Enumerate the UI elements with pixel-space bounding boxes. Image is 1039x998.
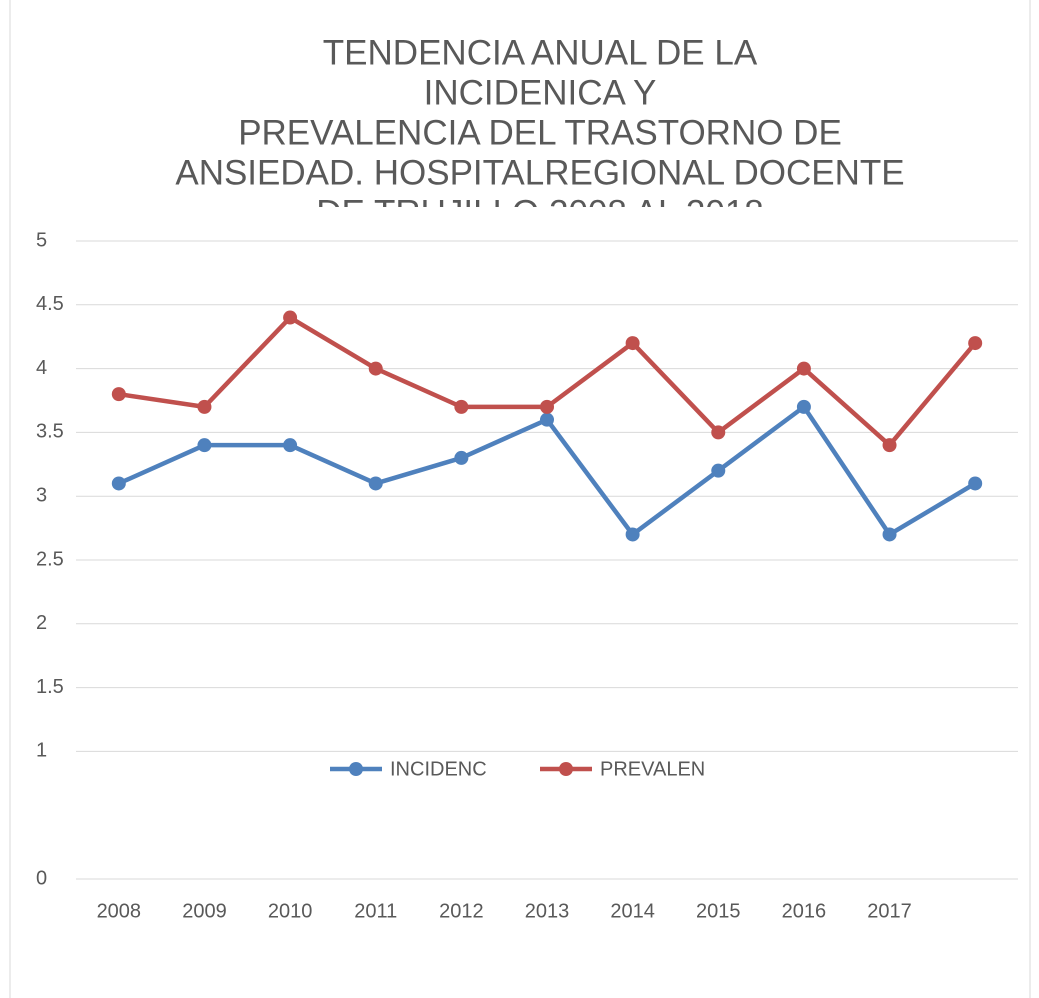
- data-point: [368, 361, 383, 376]
- data-point: [197, 399, 212, 414]
- data-point: [197, 438, 212, 453]
- x-tick-label: 2008: [97, 900, 142, 922]
- x-tick-label: 2009: [182, 900, 227, 922]
- x-tick-label: 2013: [525, 900, 570, 922]
- x-tick-label: 2012: [439, 900, 484, 922]
- data-point: [625, 527, 640, 542]
- legend-label: PREVALEN: [600, 758, 705, 780]
- data-point: [111, 476, 126, 491]
- y-tick-label: 4: [36, 357, 47, 379]
- x-tick-label: 2017: [867, 900, 912, 922]
- data-point: [711, 463, 726, 478]
- data-point: [882, 527, 897, 542]
- y-tick-label: 4.5: [36, 293, 64, 315]
- data-point: [283, 438, 298, 453]
- title-line: INCIDENICA Y: [424, 73, 657, 112]
- data-point: [283, 310, 298, 325]
- title-line: DE TRUJILLO 2008 AL 2018: [316, 193, 764, 232]
- legend-marker: [559, 762, 573, 776]
- legend-marker: [349, 762, 363, 776]
- data-point: [625, 336, 640, 351]
- data-point: [368, 476, 383, 491]
- title-line: PREVALENCIA DEL TRASTORNO DE: [238, 113, 842, 152]
- data-point: [540, 399, 554, 414]
- x-tick-label: 2014: [610, 900, 655, 922]
- y-tick-label: 1.5: [36, 676, 64, 698]
- y-tick-label: 2: [36, 612, 47, 634]
- data-point: [968, 476, 983, 491]
- x-tick-label: 2016: [782, 900, 827, 922]
- y-tick-label: 3.5: [36, 421, 64, 443]
- y-tick-label: 1: [36, 740, 47, 762]
- data-point: [882, 438, 897, 453]
- x-tick-label: 2015: [696, 900, 741, 922]
- data-point: [111, 387, 126, 402]
- x-tick-label: 2011: [354, 900, 397, 922]
- data-point: [796, 361, 811, 376]
- title-line: ANSIEDAD. HOSPITALREGIONAL DOCENTE: [175, 153, 904, 192]
- data-point: [540, 412, 554, 427]
- data-point: [711, 425, 726, 440]
- data-point: [796, 399, 811, 414]
- data-point: [454, 450, 469, 465]
- legend-label: INCIDENC: [390, 758, 487, 780]
- data-point: [454, 399, 469, 414]
- title-line: TENDENCIA ANUAL DE LA: [323, 33, 758, 72]
- y-tick-label: 0: [36, 867, 47, 889]
- chart-frame: [9, 0, 1031, 998]
- x-tick-label: 2010: [268, 900, 313, 922]
- y-tick-label: 3: [36, 484, 47, 506]
- data-point: [968, 336, 983, 351]
- y-tick-label: 2.5: [36, 548, 64, 570]
- y-tick-label: 5: [36, 229, 47, 251]
